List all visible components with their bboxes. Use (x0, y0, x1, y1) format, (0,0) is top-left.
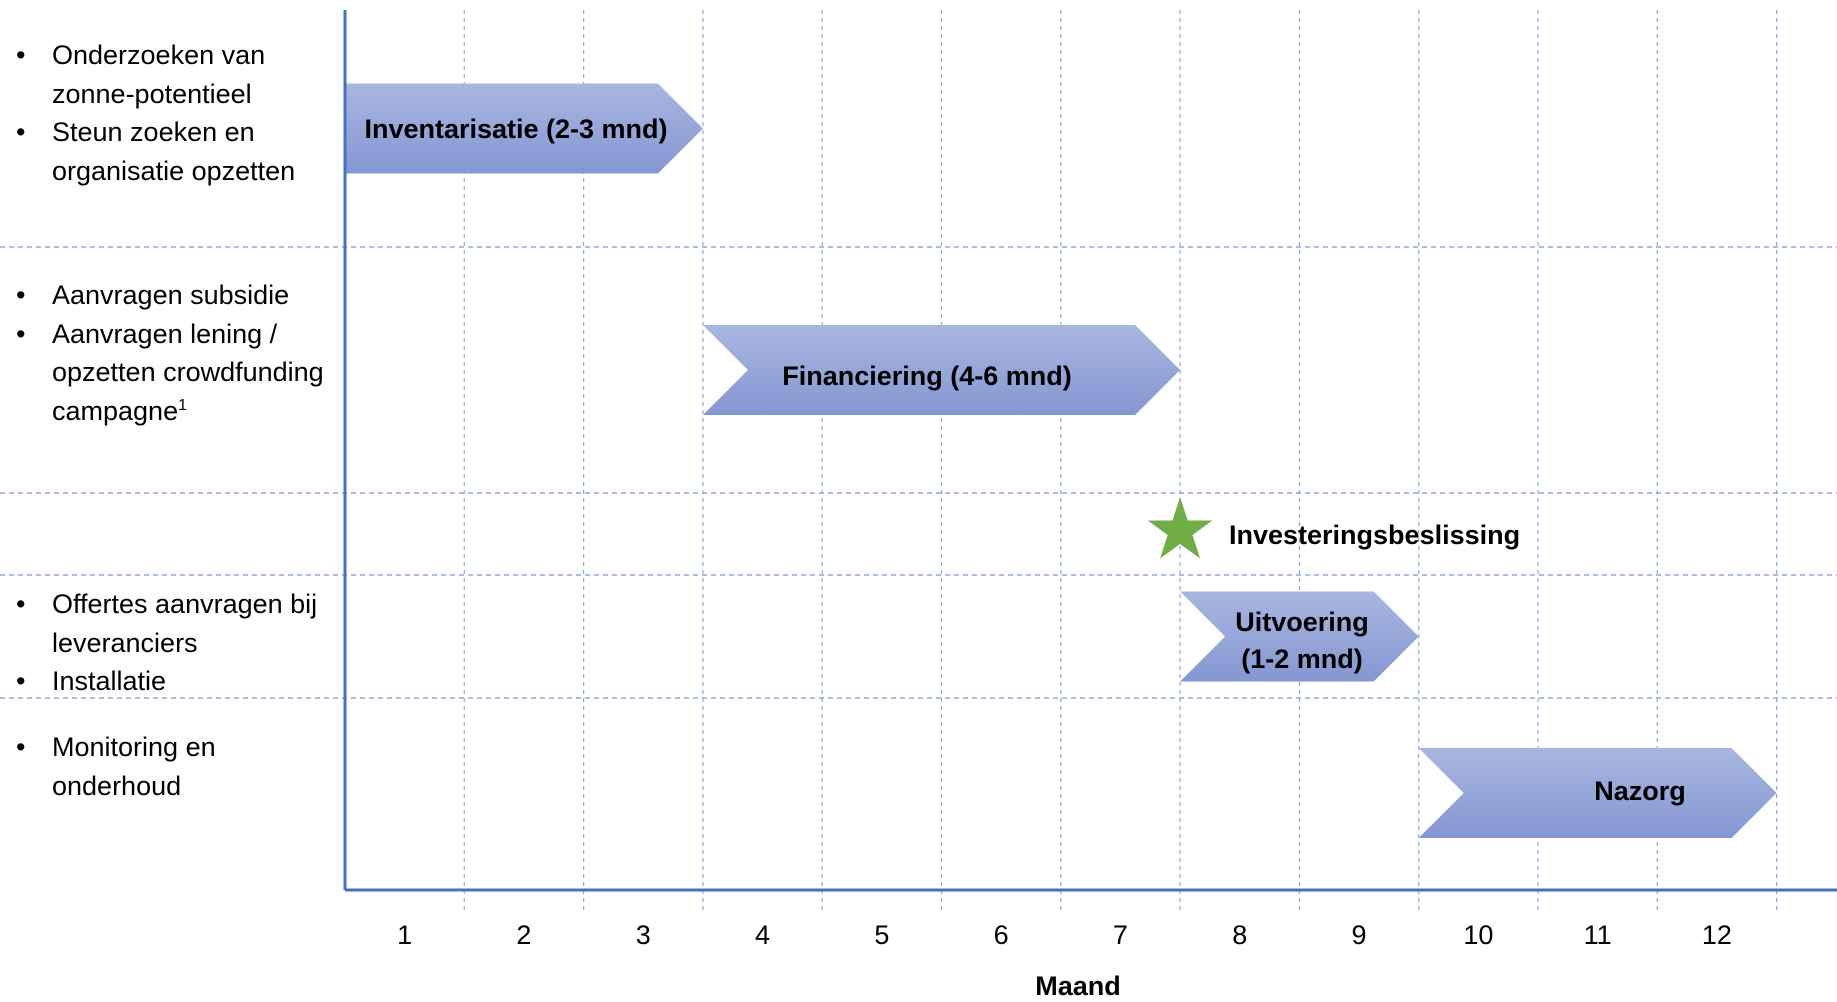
x-tick-label: 1 (397, 920, 413, 950)
row-2-task-list: Aanvragen subsidie Aanvragen lening / op… (14, 276, 334, 430)
phase-arrow (702, 325, 1181, 415)
milestone-label: Investeringsbeslissing (1229, 520, 1521, 550)
phase-label-uitvoering: Uitvoering (1-2 mnd) (1212, 604, 1392, 678)
phase-label-line: Uitvoering (1235, 607, 1369, 637)
footnote-marker: 1 (178, 396, 187, 414)
x-tick-label: 12 (1701, 920, 1732, 950)
task-item: Offertes aanvragen bij leveranciers (14, 585, 334, 662)
task-item: Aanvragen subsidie (14, 276, 334, 315)
x-tick-label: 5 (874, 920, 890, 950)
task-item: Onderzoeken van zonne-potentieel (14, 36, 334, 113)
phase-label-nazorg: Nazorg (1594, 776, 1686, 806)
phase-arrow (1180, 591, 1419, 682)
x-axis-title: Maand (1035, 971, 1121, 1001)
x-tick-label: 10 (1463, 920, 1494, 950)
x-tick-label: 3 (635, 920, 651, 950)
phase-label-financiering: Financiering (4-6 mnd) (782, 361, 1072, 391)
axes (343, 10, 1837, 892)
phase-arrows (345, 83, 1777, 838)
x-tick-label: 11 (1583, 920, 1612, 950)
grid-lines (0, 10, 1837, 912)
x-tick-label: 8 (1232, 920, 1248, 950)
task-item: Aanvragen lening / opzetten crowdfunding… (14, 315, 334, 431)
x-tick-label: 9 (1351, 920, 1367, 950)
task-item: Installatie (14, 662, 334, 701)
phase-label-line: (1-2 mnd) (1241, 644, 1363, 674)
task-item: Steun zoeken en organisatie opzetten (14, 113, 334, 190)
milestone-group (1147, 497, 1213, 559)
x-tick-label: 2 (516, 920, 532, 950)
task-item: Monitoring en onderhoud (14, 728, 334, 805)
phase-arrow (1418, 748, 1777, 838)
row-1-task-list: Onderzoeken van zonne-potentieel Steun z… (14, 36, 334, 190)
row-5-task-list: Monitoring en onderhoud (14, 728, 334, 805)
row-4-task-list: Offertes aanvragen bij leveranciers Inst… (14, 585, 334, 701)
x-tick-label: 6 (993, 920, 1009, 950)
task-text: Aanvragen lening / opzetten crowdfunding… (52, 318, 324, 426)
x-tick-label: 4 (755, 920, 771, 950)
milestone-star-icon (1147, 497, 1213, 559)
phase-arrow (345, 83, 703, 174)
phase-label-inventarisatie: Inventarisatie (2-3 mnd) (364, 114, 668, 144)
x-tick-label: 7 (1112, 920, 1128, 950)
